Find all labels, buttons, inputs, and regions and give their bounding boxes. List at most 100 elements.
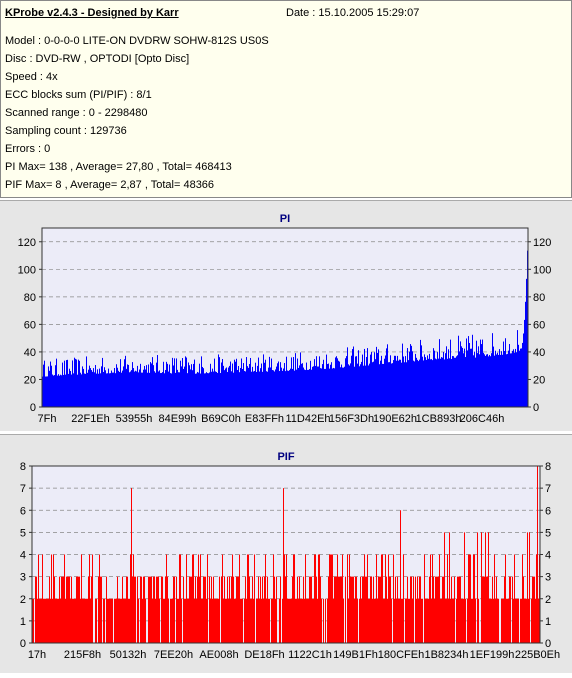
bar: [302, 363, 303, 407]
y-tick-label-left: 6: [20, 505, 26, 517]
bar: [84, 373, 85, 407]
bar: [292, 368, 293, 407]
bar: [204, 373, 205, 407]
bar: [428, 598, 429, 643]
bar: [429, 353, 430, 407]
bar: [454, 576, 455, 643]
bar: [354, 598, 355, 643]
bar: [164, 598, 165, 643]
bar: [95, 598, 96, 643]
bar: [489, 598, 490, 643]
bar: [507, 353, 508, 407]
bar: [226, 598, 227, 643]
bar: [155, 598, 156, 643]
bar: [189, 365, 190, 407]
bar: [486, 354, 487, 407]
bar: [410, 344, 411, 407]
bar: [62, 576, 63, 643]
bar: [260, 368, 261, 407]
bar: [351, 355, 352, 407]
y-tick-label-right: 4: [545, 550, 551, 562]
y-tick-label-left: 7: [20, 483, 26, 495]
bar: [486, 576, 487, 643]
bar: [449, 358, 450, 407]
bar: [506, 598, 507, 643]
y-tick-label-right: 0: [533, 402, 539, 414]
bar: [411, 345, 412, 407]
bar: [247, 554, 248, 643]
bar: [111, 370, 112, 407]
errors-line: Errors : 0: [5, 143, 51, 155]
bar: [157, 576, 158, 643]
bar: [511, 353, 512, 407]
bar: [457, 576, 458, 643]
bar: [440, 358, 441, 407]
bar: [59, 375, 60, 407]
bar: [216, 371, 217, 407]
bar: [465, 357, 466, 407]
bar: [386, 348, 387, 407]
y-tick-label-left: 20: [24, 374, 36, 386]
bar: [274, 371, 275, 407]
bar: [390, 355, 391, 407]
bar: [132, 362, 133, 407]
bar: [159, 598, 160, 643]
bar: [175, 372, 176, 407]
bar: [84, 598, 85, 643]
x-tick-label: AE008h: [199, 649, 238, 661]
bar: [158, 371, 159, 407]
bar: [290, 598, 291, 643]
bar: [534, 576, 535, 643]
x-tick-label: 7Fh: [38, 413, 57, 425]
bar: [464, 532, 465, 643]
bar: [133, 554, 134, 643]
bar: [112, 598, 113, 643]
bar: [375, 598, 376, 643]
bar: [536, 554, 537, 643]
bar: [473, 355, 474, 407]
bar: [184, 366, 185, 407]
bar: [280, 576, 281, 643]
bar: [464, 348, 465, 407]
x-tick-label: DE18Fh: [244, 649, 284, 661]
bar: [309, 576, 310, 643]
bar: [498, 598, 499, 643]
bar: [405, 598, 406, 643]
bar: [314, 359, 315, 407]
bar: [496, 576, 497, 643]
bar: [199, 576, 200, 643]
bar: [354, 366, 355, 407]
bar: [250, 598, 251, 643]
bar: [68, 576, 69, 643]
bar: [460, 576, 461, 643]
bar: [89, 554, 90, 643]
bar: [237, 369, 238, 407]
bar: [452, 598, 453, 643]
bar: [448, 349, 449, 407]
bar: [359, 366, 360, 407]
bar: [171, 373, 172, 407]
bar: [402, 343, 403, 407]
bar: [229, 576, 230, 643]
bar: [451, 576, 452, 643]
bar: [488, 356, 489, 407]
bar: [50, 598, 51, 643]
bar: [71, 374, 72, 407]
bar: [305, 370, 306, 407]
bar: [469, 554, 470, 643]
x-tick-label: 53955h: [116, 413, 153, 425]
y-tick-label-left: 4: [20, 550, 26, 562]
bar: [286, 554, 287, 643]
bar: [124, 359, 125, 407]
bar: [456, 598, 457, 643]
bar: [440, 598, 441, 643]
bar: [275, 369, 276, 407]
bar: [348, 364, 349, 407]
bar: [55, 365, 56, 407]
bar: [376, 346, 377, 407]
bar: [98, 373, 99, 407]
bar: [409, 351, 410, 407]
bar: [364, 348, 365, 407]
bar: [435, 358, 436, 407]
bar: [67, 576, 68, 643]
